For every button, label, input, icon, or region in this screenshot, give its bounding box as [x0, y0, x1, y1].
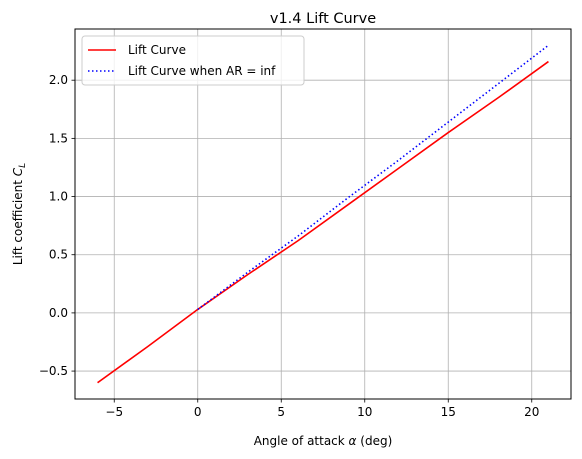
- y-axis-ticks: −0.5 0.0 0.5 1.0 1.5 2.0: [39, 73, 75, 378]
- y-axis-label: Lift coefficient CL: [11, 163, 28, 265]
- y-tick-label: 0.5: [49, 248, 68, 262]
- x-tick-label: 10: [357, 405, 372, 419]
- x-tick-label: 15: [441, 405, 456, 419]
- plot-frame: [74, 28, 572, 400]
- y-tick-label: −0.5: [39, 364, 68, 378]
- x-axis-label-symbol: α: [349, 434, 357, 448]
- y-tick-label: 2.0: [49, 73, 68, 87]
- legend-box: [81, 35, 305, 86]
- chart-title: v1.4 Lift Curve: [270, 11, 376, 27]
- series-line-lift-curve: [97, 60, 549, 384]
- x-axis-label-text: Angle of attack: [254, 434, 349, 448]
- y-tick-label: 1.5: [49, 131, 68, 145]
- x-tick-label: 5: [277, 405, 285, 419]
- x-axis-label: Angle of attack α (deg): [254, 434, 393, 448]
- y-axis-label-subscript: L: [18, 163, 28, 168]
- y-axis-label-symbol: C: [11, 167, 25, 176]
- y-tick-label: 1.0: [49, 190, 68, 204]
- y-tick-label: 0.0: [49, 306, 68, 320]
- series-line-lift-curve-ar-inf: [197, 44, 549, 311]
- legend-label-lift-curve-ar-inf: Lift Curve when AR = inf: [128, 64, 276, 78]
- legend-label-lift-curve: Lift Curve: [128, 43, 186, 57]
- x-tick-label: −5: [105, 405, 123, 419]
- x-axis-label-unit: (deg): [356, 434, 392, 448]
- x-tick-label: 20: [524, 405, 539, 419]
- legend: Lift Curve Lift Curve when AR = inf: [81, 35, 305, 86]
- y-axis-label-text: Lift coefficient: [11, 176, 25, 265]
- x-axis-ticks: −5 0 5 10 15 20: [105, 399, 539, 419]
- series-layer: [97, 44, 549, 384]
- x-tick-label: 0: [194, 405, 202, 419]
